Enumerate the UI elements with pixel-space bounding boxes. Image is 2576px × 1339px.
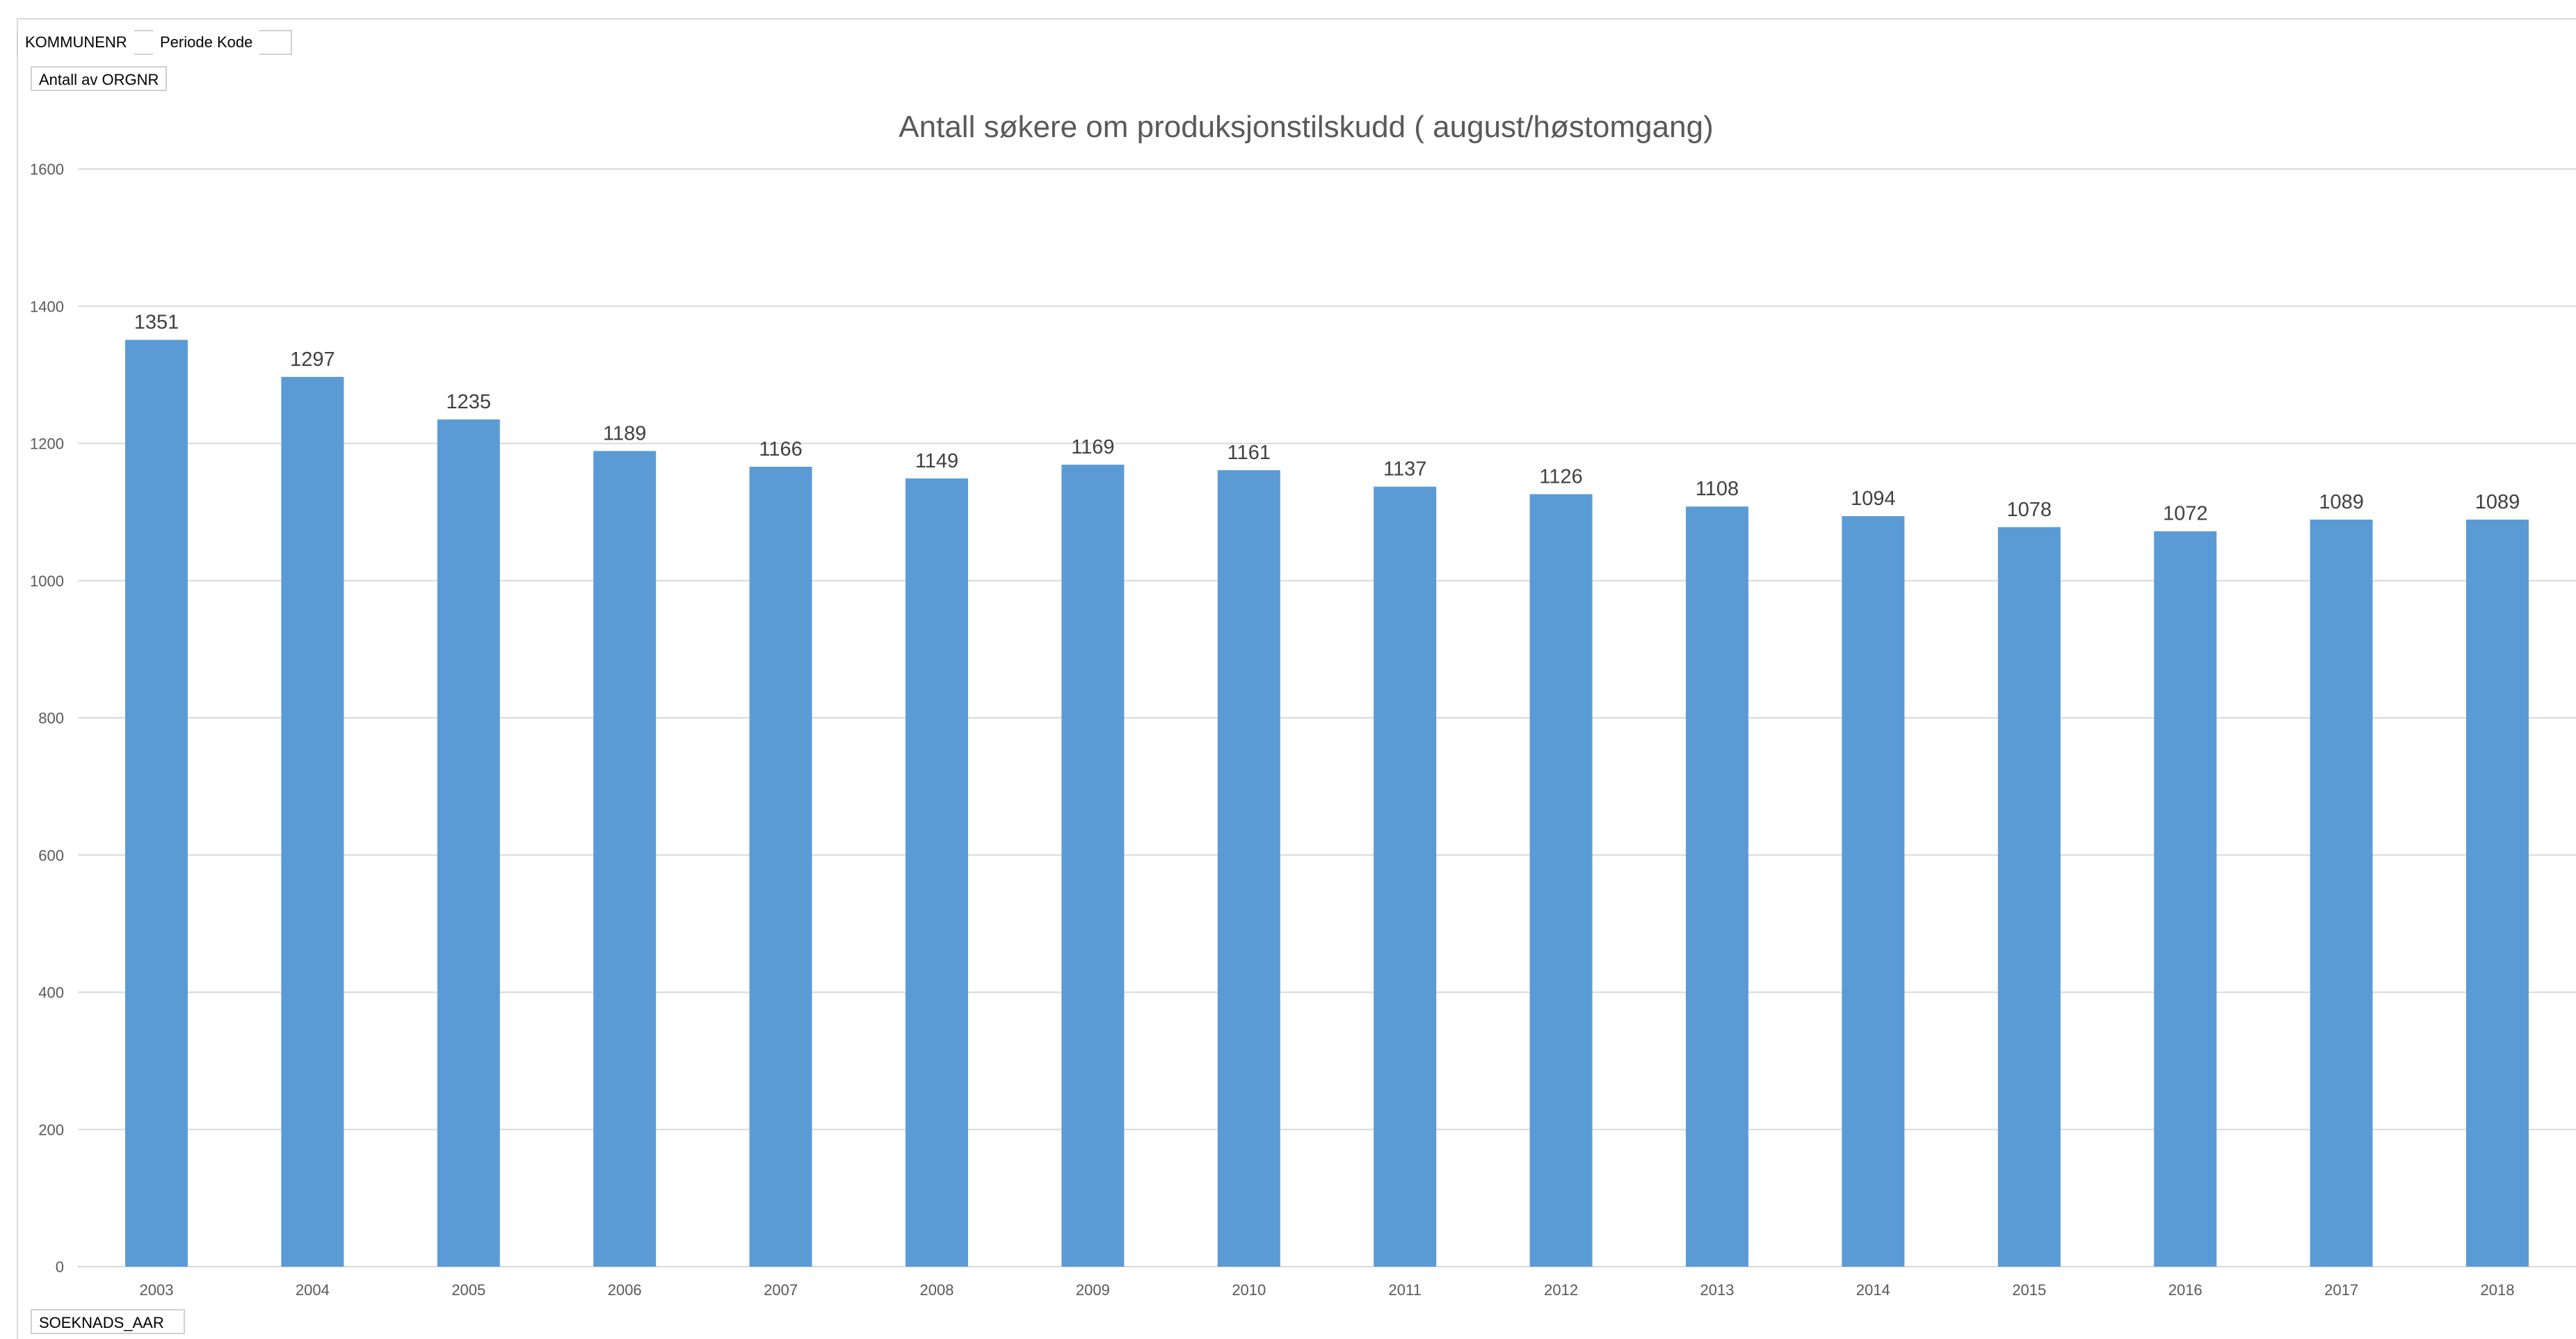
y-tick-label: 400 [38, 984, 64, 1002]
chart-title: Antall søkere om produksjonstilskudd ( a… [899, 110, 1713, 144]
data-label-2018: 1089 [2475, 491, 2520, 513]
x-tick-label-2017: 2017 [2324, 1281, 2358, 1299]
bar-2011[interactable] [1374, 486, 1437, 1267]
value-field-button[interactable]: Antall av ORGNR [31, 66, 168, 91]
x-tick-label-2010: 2010 [1232, 1281, 1266, 1299]
data-labels: 1351 1297 1235 1189 1166 1149 1169 1161 1137 1126… [134, 312, 2520, 525]
x-tick-label-2007: 2007 [764, 1281, 798, 1299]
data-label-2004: 1297 [290, 348, 335, 371]
x-tick-label-2012: 2012 [1544, 1281, 1578, 1299]
x-tick-label-2013: 2013 [1700, 1281, 1734, 1299]
y-tick-label: 600 [38, 847, 64, 864]
bars [125, 339, 2529, 1267]
bar-2008[interactable] [905, 478, 968, 1267]
data-label-2012: 1126 [1539, 465, 1582, 488]
x-axis: 2003 2004 2005 2006 2007 2008 2009 2010 2011 2012… [140, 1281, 2515, 1299]
x-tick-label-2004: 2004 [296, 1281, 330, 1299]
chart-frame [17, 18, 2576, 1339]
data-label-2011: 1137 [1383, 458, 1426, 481]
y-tick-label: 1600 [30, 161, 64, 178]
bar-2017[interactable] [2310, 519, 2373, 1267]
y-tick-label: 0 [56, 1258, 64, 1276]
bar-2005[interactable] [437, 419, 500, 1267]
data-label-2007: 1166 [759, 438, 802, 460]
bar-2004[interactable] [281, 376, 344, 1267]
x-tick-label-2009: 2009 [1076, 1281, 1110, 1299]
data-label-2015: 1078 [2007, 499, 2052, 521]
bar-2016[interactable] [2154, 531, 2217, 1267]
x-tick-label-2011: 2011 [1389, 1281, 1422, 1299]
filter-field-periode-kode[interactable]: Periode Kode [153, 30, 260, 55]
data-label-2014: 1094 [1851, 488, 1896, 510]
data-label-2009: 1169 [1071, 436, 1114, 458]
bar-2003[interactable] [125, 339, 188, 1267]
x-tick-label-2003: 2003 [140, 1281, 174, 1299]
bar-2007[interactable] [749, 467, 812, 1267]
y-axis: 0 200 400 600 800 1000 1200 1400 1600 [30, 161, 64, 1276]
data-label-2013: 1108 [1696, 478, 1739, 500]
x-tick-label-2018: 2018 [2481, 1281, 2515, 1299]
y-tick-label: 200 [38, 1121, 64, 1139]
x-tick-label-2014: 2014 [1856, 1281, 1890, 1299]
data-label-2008: 1149 [915, 450, 958, 472]
data-label-2005: 1235 [446, 391, 492, 413]
x-tick-label-2005: 2005 [451, 1281, 485, 1299]
filter-field-kommunenr[interactable]: KOMMUNENR [18, 30, 134, 55]
bar-2018[interactable] [2466, 519, 2529, 1267]
bar-2009[interactable] [1061, 465, 1125, 1267]
bar-2013[interactable] [1686, 506, 1748, 1267]
bar-2012[interactable] [1529, 494, 1593, 1267]
data-label-2016: 1072 [2163, 503, 2208, 525]
data-label-2017: 1089 [2319, 491, 2364, 513]
x-tick-label-2016: 2016 [2168, 1281, 2203, 1299]
data-label-2006: 1189 [603, 422, 646, 444]
bar-2006[interactable] [593, 451, 657, 1267]
y-tick-label: 1400 [30, 298, 64, 315]
bar-2015[interactable] [1997, 527, 2061, 1267]
x-tick-label-2006: 2006 [608, 1281, 642, 1299]
x-tick-label-2008: 2008 [920, 1281, 954, 1299]
x-tick-label-2015: 2015 [2012, 1281, 2046, 1299]
data-label-2003: 1351 [134, 312, 179, 334]
y-tick-label: 1200 [30, 435, 64, 453]
axis-field-button[interactable]: SOEKNADS_AAR [31, 1309, 185, 1334]
bar-2014[interactable] [1842, 516, 1905, 1267]
y-tick-label: 800 [38, 709, 64, 727]
y-tick-label: 1000 [30, 572, 64, 590]
data-label-2010: 1161 [1227, 442, 1271, 464]
bar-2010[interactable] [1217, 470, 1280, 1267]
report-filter-area: KOMMUNENR Periode Kode [17, 30, 292, 55]
